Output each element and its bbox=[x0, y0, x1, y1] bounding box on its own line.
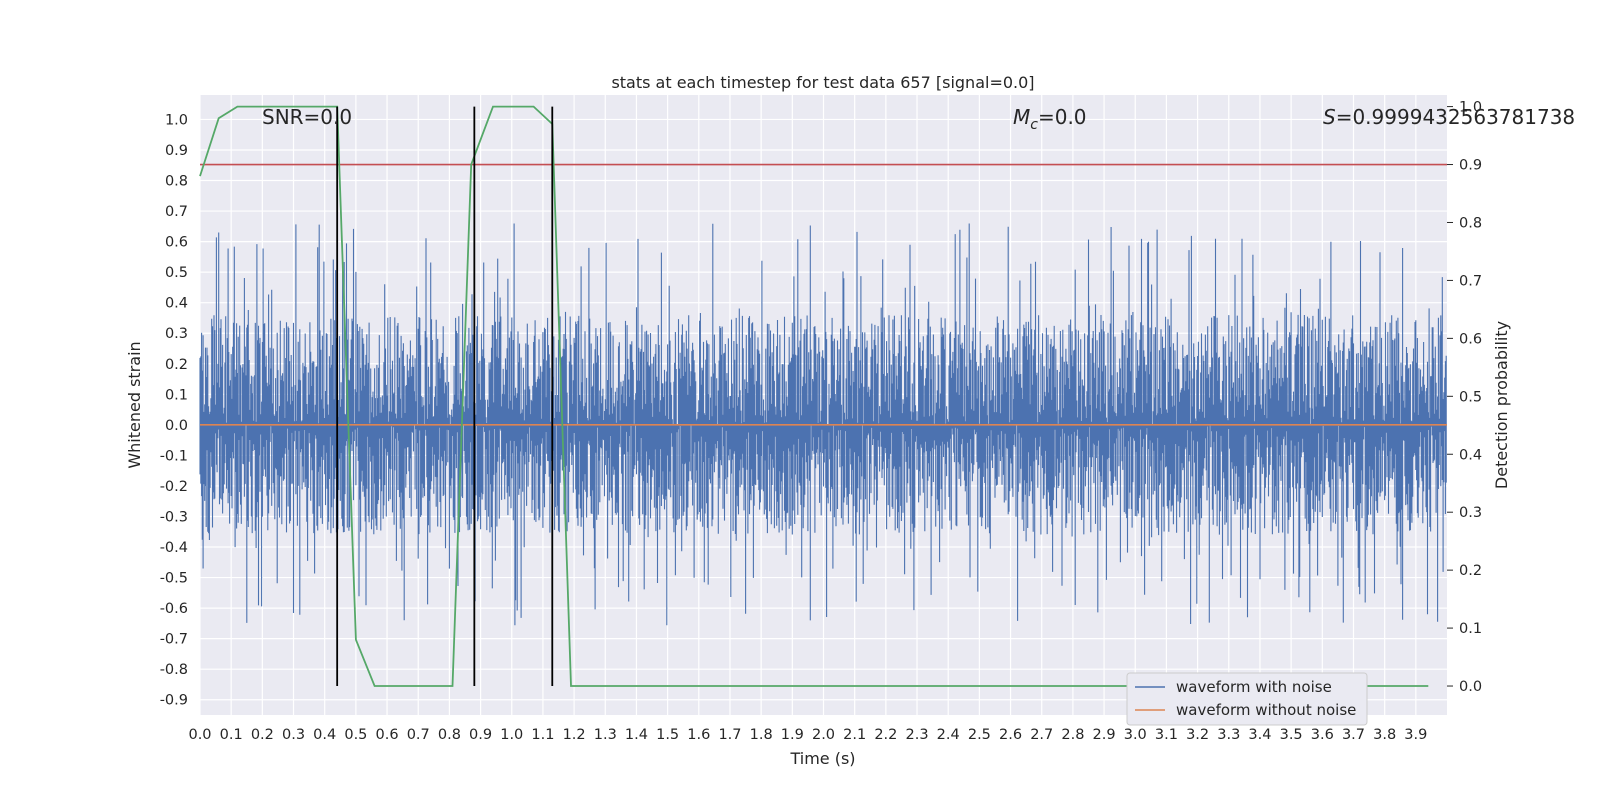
x-tick-label: 3.5 bbox=[1280, 727, 1303, 743]
x-tick-label: 1.8 bbox=[750, 727, 773, 743]
y-left-tick-label: 1.0 bbox=[165, 112, 188, 128]
y-right-tick-label: 0.3 bbox=[1459, 505, 1482, 521]
x-tick-label: 0.8 bbox=[438, 727, 461, 743]
y-left-tick-label: 0.9 bbox=[165, 143, 188, 159]
legend-label-noise: waveform with noise bbox=[1176, 678, 1332, 696]
y-left-tick-label: 0.7 bbox=[165, 204, 188, 220]
x-tick-label: 3.8 bbox=[1373, 727, 1396, 743]
y-axis-right-label: Detection probability bbox=[1492, 321, 1511, 489]
y-left-tick-label: -0.7 bbox=[160, 632, 188, 648]
x-tick-label: 1.5 bbox=[656, 727, 679, 743]
x-tick-label: 0.6 bbox=[376, 727, 399, 743]
mc-value: =0.0 bbox=[1038, 105, 1087, 129]
x-tick-label: 1.9 bbox=[781, 727, 804, 743]
y-right-tick-label: 1.0 bbox=[1459, 100, 1482, 116]
y-left-tick-label: -0.3 bbox=[160, 509, 188, 525]
legend-box bbox=[1126, 672, 1368, 726]
y-right-tick-label: 0.9 bbox=[1459, 158, 1482, 174]
y-right-tick-label: 0.8 bbox=[1459, 215, 1482, 231]
x-tick-label: 3.0 bbox=[1124, 727, 1147, 743]
x-tick-label: 0.3 bbox=[282, 727, 305, 743]
y-right-tick-label: 0.5 bbox=[1459, 389, 1482, 405]
y-left-tick-label: 0.2 bbox=[165, 357, 188, 373]
x-tick-label: 2.7 bbox=[1030, 727, 1053, 743]
x-tick-label: 2.8 bbox=[1061, 727, 1084, 743]
snr-annotation: SNR=0.0 bbox=[262, 105, 352, 129]
y-right-tick-label: 0.1 bbox=[1459, 621, 1482, 637]
x-tick-label: 2.0 bbox=[812, 727, 835, 743]
x-tick-label: 0.4 bbox=[313, 727, 336, 743]
chart-title: stats at each timestep for test data 657… bbox=[611, 73, 1034, 92]
chirp-mass-annotation: Mc=0.0 bbox=[1013, 105, 1087, 133]
y-axis-left-ticks: 1.0 0.9 0.8 0.7 0.6 0.5 0.4 0.3 0.2 0.1 0.0 -0.1 -0.… bbox=[160, 112, 188, 708]
y-left-tick-label: 0.4 bbox=[165, 296, 188, 312]
x-tick-label: 2.9 bbox=[1093, 727, 1116, 743]
y-right-tick-label: 0.2 bbox=[1459, 563, 1482, 579]
x-tick-label: 3.2 bbox=[1186, 727, 1209, 743]
series-detection-probability bbox=[199, 105, 1429, 687]
x-tick-label: 2.3 bbox=[905, 727, 928, 743]
x-tick-label: 1.1 bbox=[531, 727, 554, 743]
x-tick-label: 2.1 bbox=[843, 727, 866, 743]
x-tick-label: 2.5 bbox=[968, 727, 991, 743]
x-tick-label: 1.7 bbox=[718, 727, 741, 743]
x-tick-label: 3.3 bbox=[1217, 727, 1240, 743]
x-tick-label: 1.3 bbox=[594, 727, 617, 743]
s-symbol: S bbox=[1323, 105, 1336, 129]
x-tick-label: 1.2 bbox=[563, 727, 586, 743]
y-left-tick-label: -0.1 bbox=[160, 448, 188, 464]
y-right-tick-label: 0.0 bbox=[1459, 679, 1482, 695]
y-right-tick-label: 0.7 bbox=[1459, 273, 1482, 289]
x-tick-label: 0.9 bbox=[469, 727, 492, 743]
y-axis-right-ticks: 1.0 0.9 0.8 0.7 0.6 0.5 0.4 0.3 0.2 0.1 0.0 bbox=[1447, 100, 1482, 695]
mc-symbol: M bbox=[1013, 105, 1030, 129]
y-left-tick-label: 0.3 bbox=[165, 326, 188, 342]
x-tick-label: 0.5 bbox=[344, 727, 367, 743]
y-left-tick-label: 0.6 bbox=[165, 235, 188, 251]
y-left-tick-label: -0.9 bbox=[160, 693, 188, 709]
x-tick-label: 0.2 bbox=[251, 727, 274, 743]
y-left-tick-label: 0.1 bbox=[165, 387, 188, 403]
x-tick-label: 2.4 bbox=[937, 727, 960, 743]
y-left-tick-label: -0.6 bbox=[160, 601, 188, 617]
detection-markers bbox=[336, 106, 554, 687]
y-left-tick-label: -0.4 bbox=[160, 540, 188, 556]
x-tick-label: 0.1 bbox=[220, 727, 243, 743]
x-tick-label: 1.6 bbox=[687, 727, 710, 743]
y-left-tick-label: -0.8 bbox=[160, 662, 188, 678]
y-axis-left-label: Whitened strain bbox=[125, 341, 144, 468]
y-left-tick-label: 0.8 bbox=[165, 174, 188, 190]
legend: waveform with noise waveform without noi… bbox=[1126, 672, 1368, 726]
y-right-tick-label: 0.6 bbox=[1459, 331, 1482, 347]
mc-subscript: c bbox=[1030, 117, 1038, 133]
legend-label-clean: waveform without noise bbox=[1176, 701, 1356, 719]
x-tick-label: 1.4 bbox=[625, 727, 648, 743]
x-tick-label: 3.6 bbox=[1311, 727, 1334, 743]
y-right-tick-label: 0.4 bbox=[1459, 447, 1482, 463]
x-tick-label: 3.7 bbox=[1342, 727, 1365, 743]
x-tick-label: 3.9 bbox=[1404, 727, 1427, 743]
s-annotation: S=0.9999432563781738 bbox=[1323, 105, 1575, 129]
x-axis-label: Time (s) bbox=[789, 749, 855, 768]
x-axis-ticks: 0.0 0.1 0.2 0.3 0.4 0.5 0.6 0.7 0.8 0.9 1.0 1.1 1.2 1… bbox=[188, 727, 1427, 743]
s-value: =0.9999432563781738 bbox=[1336, 105, 1575, 129]
x-tick-label: 1.0 bbox=[500, 727, 523, 743]
x-tick-label: 2.2 bbox=[874, 727, 897, 743]
y-left-tick-label: 0.0 bbox=[165, 418, 188, 434]
x-tick-label: 0.7 bbox=[407, 727, 430, 743]
x-tick-label: 0.0 bbox=[188, 727, 211, 743]
x-tick-label: 3.4 bbox=[1248, 727, 1271, 743]
x-tick-label: 2.6 bbox=[999, 727, 1022, 743]
y-left-tick-label: 0.5 bbox=[165, 265, 188, 281]
y-left-tick-label: -0.2 bbox=[160, 479, 188, 495]
x-tick-label: 3.1 bbox=[1155, 727, 1178, 743]
y-left-tick-label: -0.5 bbox=[160, 571, 188, 587]
